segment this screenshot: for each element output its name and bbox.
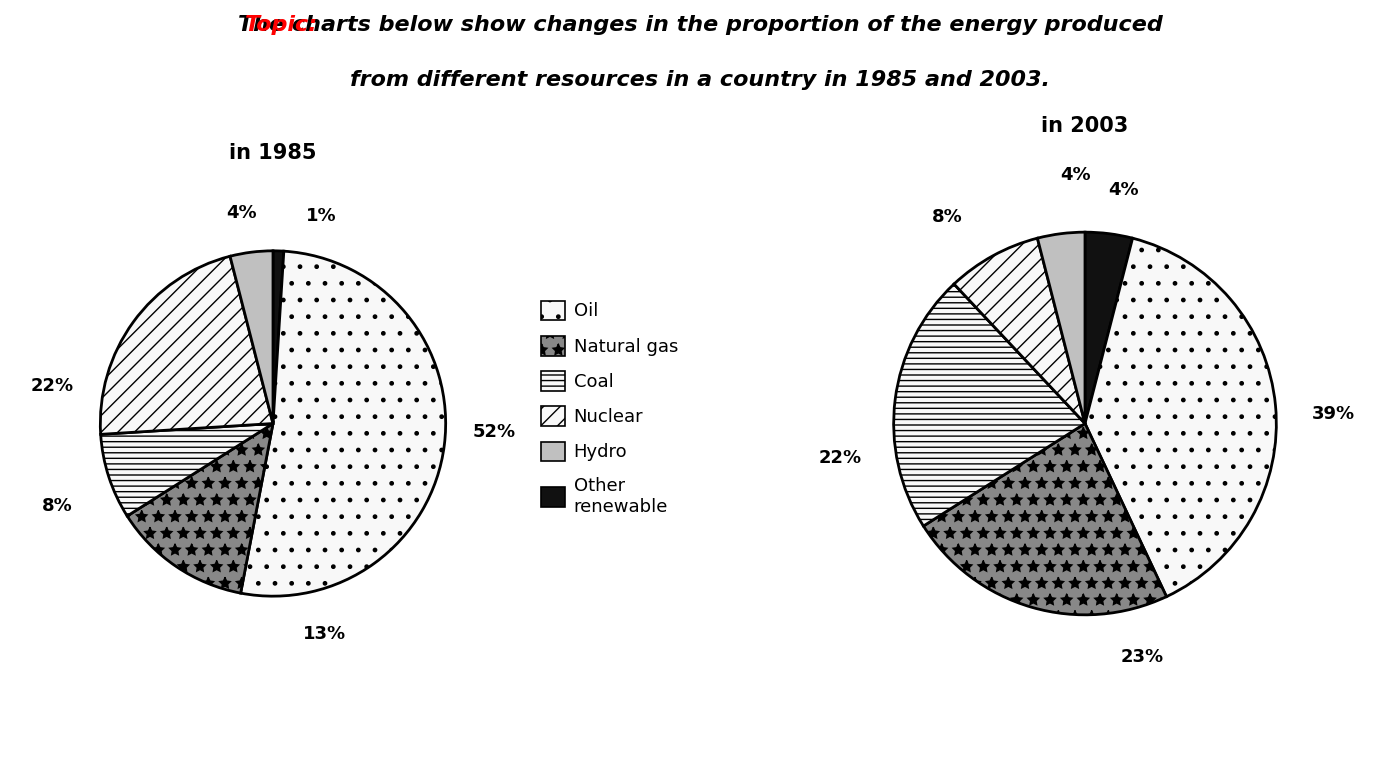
Text: 8%: 8% [932,208,963,226]
Text: 22%: 22% [31,377,74,394]
Text: 4%: 4% [227,204,258,222]
Text: 13%: 13% [304,625,346,643]
Text: 4%: 4% [1060,166,1091,184]
Wedge shape [1085,238,1277,597]
Wedge shape [1037,233,1085,424]
Wedge shape [127,424,273,593]
Wedge shape [241,251,445,596]
Wedge shape [230,251,273,424]
Wedge shape [273,251,284,424]
Text: 39%: 39% [1312,405,1355,423]
Legend: Oil, Natural gas, Coal, Nuclear, Hydro, Other
renewable: Oil, Natural gas, Coal, Nuclear, Hydro, … [540,300,678,516]
Text: 4%: 4% [1107,181,1138,199]
Wedge shape [1085,233,1133,424]
Text: 22%: 22% [819,449,861,467]
Text: Topic:: Topic: [245,15,318,35]
Title: in 2003: in 2003 [1042,116,1128,136]
Text: 23%: 23% [1121,648,1163,666]
Text: 52%: 52% [472,424,515,441]
Text: 8%: 8% [42,497,73,515]
Text: The charts below show changes in the proportion of the energy produced: The charts below show changes in the pro… [238,15,1162,35]
Text: 1%: 1% [307,207,336,226]
Wedge shape [924,424,1166,614]
Text: from different resources in a country in 1985 and 2003.: from different resources in a country in… [350,70,1050,90]
Title: in 1985: in 1985 [230,143,316,163]
Wedge shape [893,284,1085,526]
Wedge shape [101,424,273,516]
Wedge shape [953,238,1085,424]
Wedge shape [101,256,273,434]
